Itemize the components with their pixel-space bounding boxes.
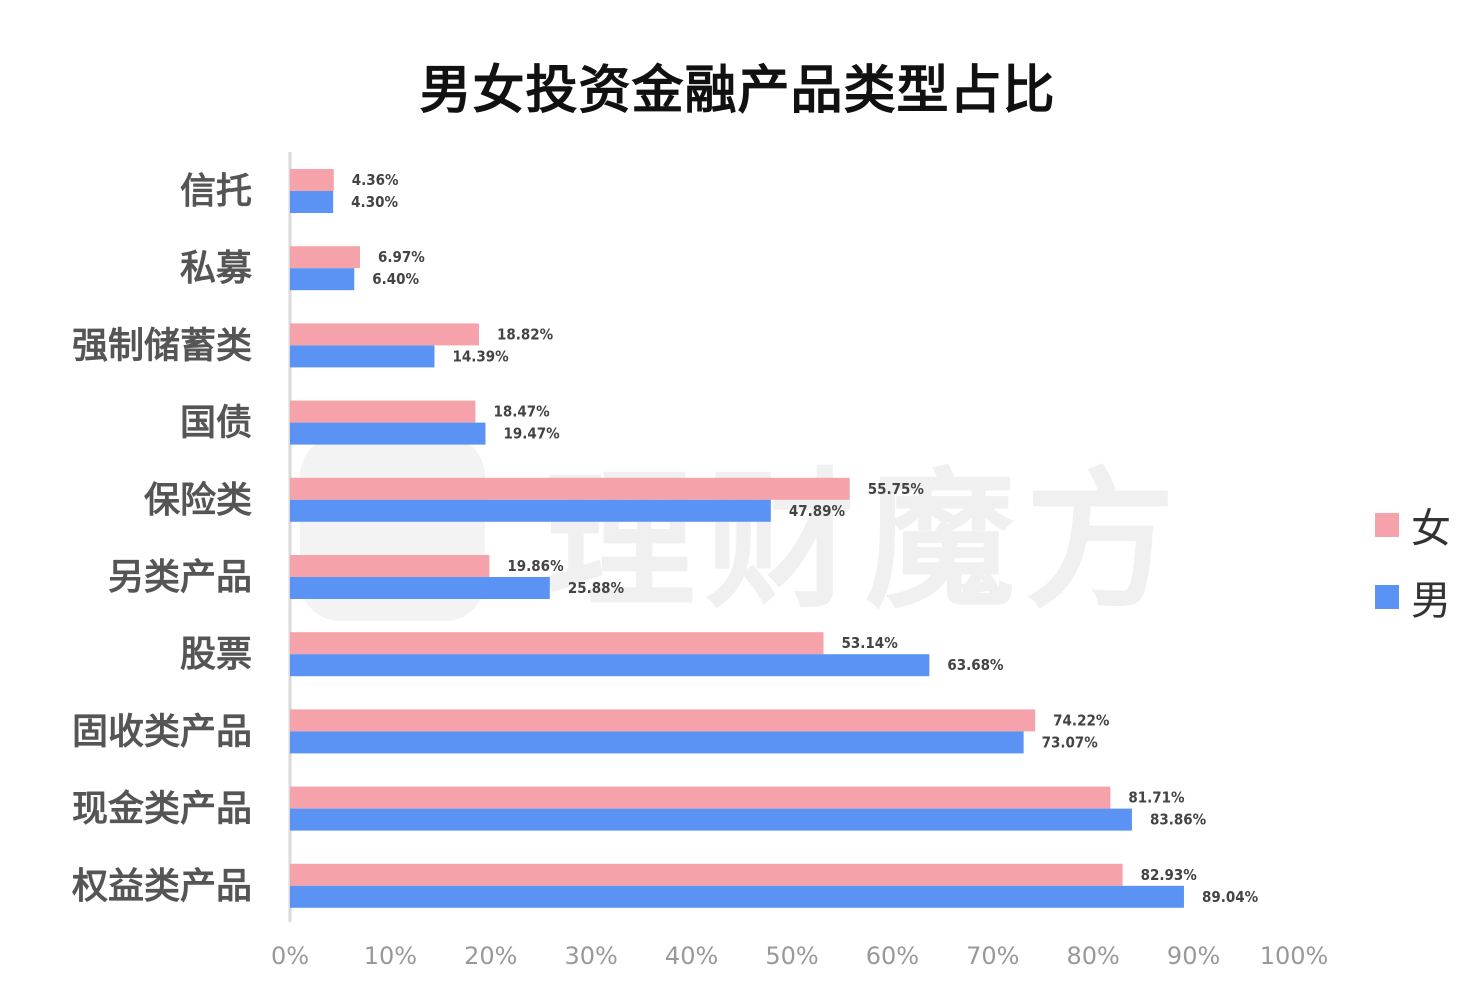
bar-male [290, 268, 355, 291]
data-label: 74.22% [1053, 711, 1110, 729]
bar-female [290, 246, 360, 269]
x-tick-label: 20% [464, 942, 517, 970]
bar-female [290, 323, 479, 346]
bar-male [290, 191, 334, 213]
bar-female [290, 863, 1123, 886]
bar-male [290, 731, 1024, 754]
data-label: 18.47% [493, 403, 550, 421]
x-tick-label: 90% [1167, 942, 1220, 970]
bar-male [290, 885, 1184, 908]
data-label: 4.30% [351, 193, 398, 211]
legend-label-male: 男 [1411, 578, 1451, 624]
x-tick-label: 100% [1260, 942, 1329, 970]
legend-item-male: 男 [1375, 568, 1451, 626]
x-tick-label: 60% [866, 942, 919, 970]
chart-title: 男女投资金融产品类型占比 [419, 61, 1056, 121]
bar-male [290, 808, 1132, 831]
category-label: 国债 [180, 403, 252, 444]
legend-swatch-male [1375, 585, 1399, 609]
category-label: 信托 [180, 171, 252, 212]
x-tick-label: 0% [271, 942, 309, 970]
bar-male [290, 499, 771, 522]
data-label: 47.89% [789, 502, 846, 520]
data-label: 14.39% [452, 347, 509, 365]
bar-female [290, 555, 490, 577]
data-label: 6.40% [372, 270, 419, 288]
data-label: 81.71% [1128, 789, 1185, 807]
legend-item-female: 女 [1375, 496, 1451, 554]
category-label: 另类产品 [108, 557, 252, 598]
category-label: 保险类 [144, 480, 252, 521]
bar-female [290, 786, 1111, 809]
data-label: 63.68% [947, 656, 1004, 674]
data-label: 73.07% [1042, 733, 1099, 751]
bar-male [290, 345, 435, 368]
x-tick-label: 70% [966, 942, 1019, 970]
data-label: 55.75% [868, 480, 925, 498]
data-label: 19.47% [503, 425, 560, 443]
bar-male [290, 577, 550, 599]
bar-female [290, 632, 824, 655]
legend-swatch-female [1375, 513, 1399, 537]
x-tick-label: 40% [665, 942, 718, 970]
x-tick-label: 30% [565, 942, 618, 970]
data-label: 83.86% [1150, 811, 1207, 829]
data-label: 19.86% [507, 557, 564, 575]
bar-male [290, 654, 930, 677]
x-tick-label: 10% [364, 942, 417, 970]
x-tick-label: 80% [1067, 942, 1120, 970]
category-label: 股票 [180, 634, 252, 675]
bar-female [290, 709, 1036, 732]
data-label: 4.36% [352, 171, 399, 189]
category-label: 现金类产品 [72, 788, 252, 830]
category-label: 权益类产品 [71, 866, 252, 907]
category-label: 私募 [180, 248, 253, 289]
data-label: 53.14% [842, 634, 899, 652]
data-label: 82.93% [1141, 866, 1198, 884]
data-label: 6.97% [378, 248, 425, 266]
bar-female [290, 169, 334, 191]
data-label: 89.04% [1202, 888, 1259, 906]
bar-male [290, 422, 486, 445]
data-label: 18.82% [497, 325, 554, 343]
bar-female [290, 400, 476, 423]
category-label: 固收类产品 [72, 711, 252, 752]
legend-label-female: 女 [1411, 506, 1451, 552]
data-label: 25.88% [568, 579, 625, 597]
category-label: 强制储蓄类 [72, 325, 252, 366]
x-tick-label: 50% [765, 942, 818, 970]
bar-female [290, 477, 850, 500]
